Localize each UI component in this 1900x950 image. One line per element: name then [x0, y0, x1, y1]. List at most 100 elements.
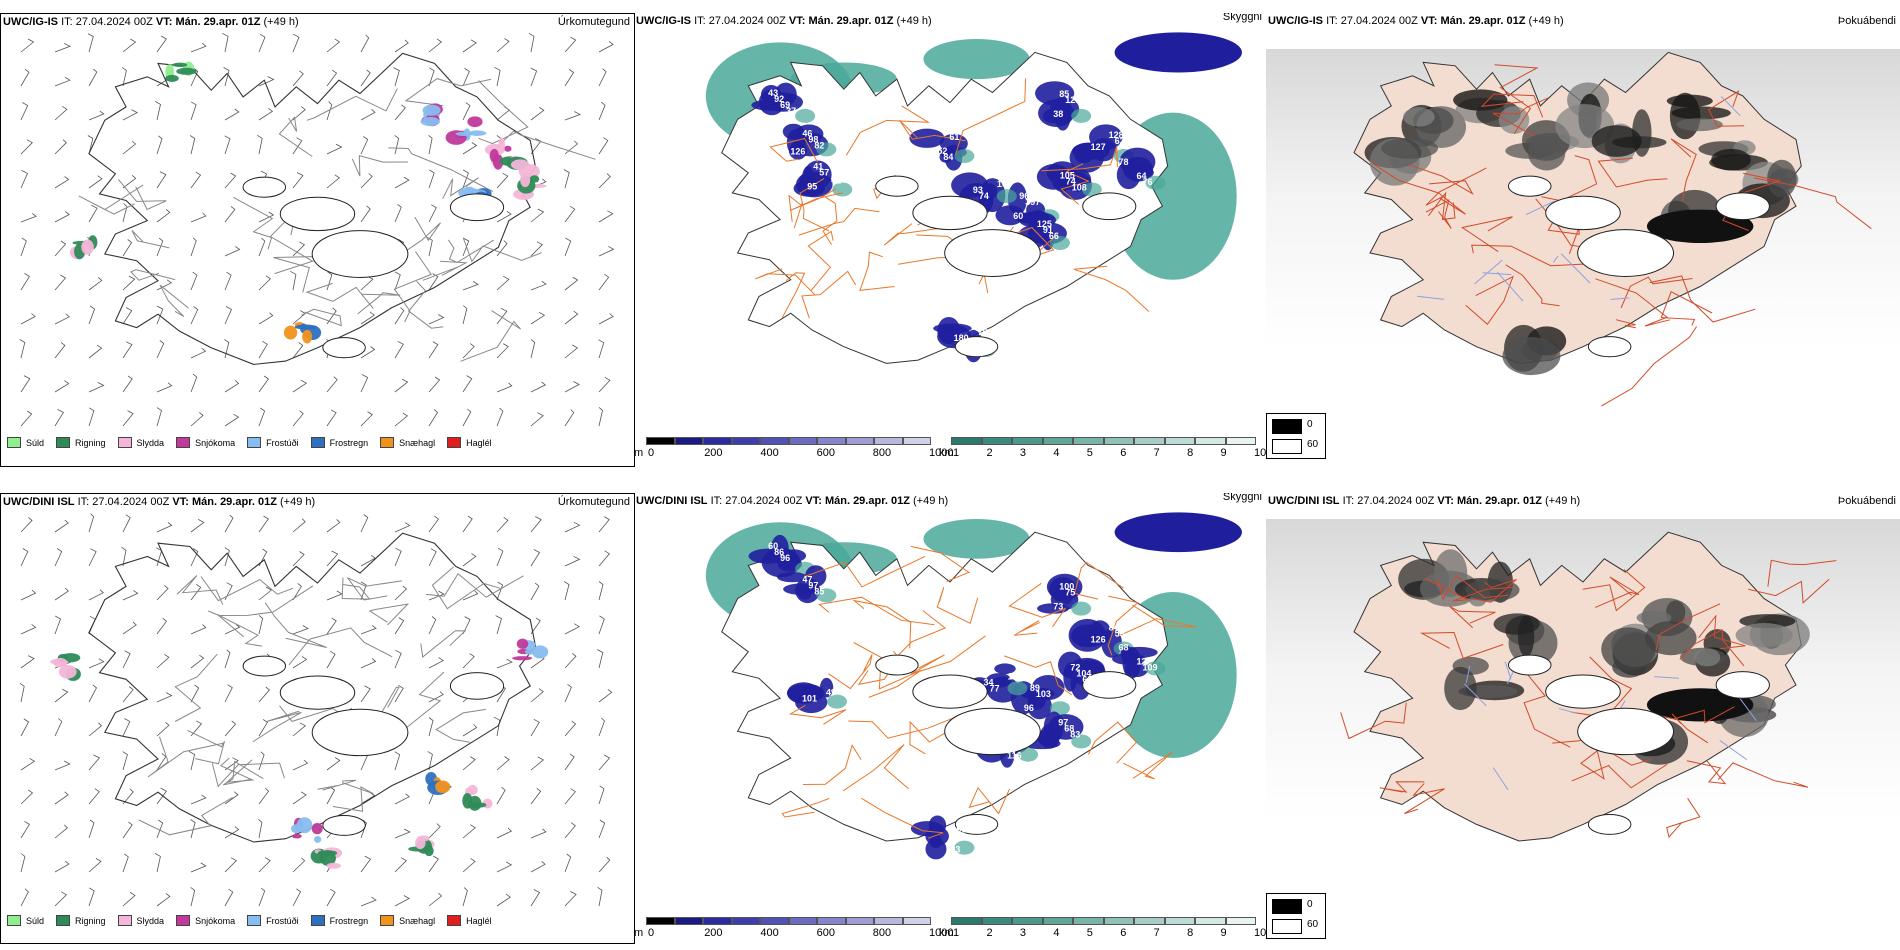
wind-barb	[156, 35, 167, 53]
road	[1541, 155, 1598, 202]
low-vis-area	[1114, 512, 1242, 553]
visibility-label: 105	[1060, 171, 1075, 181]
legend-label: Snæhagl	[399, 437, 436, 448]
wind-barb	[88, 305, 96, 325]
road	[1494, 64, 1539, 134]
wind-barb	[326, 757, 341, 771]
road	[1087, 721, 1138, 764]
wind-barb	[20, 237, 27, 257]
field-title: Skyggni	[1222, 493, 1262, 503]
colorbar-tick: 2	[986, 927, 993, 939]
wind-barb	[496, 581, 504, 601]
low-vis-cell	[1063, 662, 1078, 692]
wind-barb	[88, 658, 105, 669]
wind-barb	[394, 649, 402, 669]
road	[1425, 167, 1487, 206]
wind-barb	[292, 583, 302, 601]
road	[404, 78, 492, 107]
wind-barb	[224, 826, 240, 839]
mid-vis-cell	[1007, 681, 1028, 696]
wind-barb	[20, 888, 29, 907]
colorbar-segment	[731, 917, 760, 925]
glacier	[311, 230, 409, 278]
road	[853, 610, 947, 664]
wind-barb	[258, 686, 270, 703]
wind-barb	[564, 753, 575, 771]
wind-barb	[224, 108, 240, 121]
visibility-label: 91	[1043, 225, 1053, 235]
wind-barb	[20, 375, 31, 393]
wind-barb	[122, 718, 131, 737]
panel-header: UWC/IG-IS IT: 27.04.2024 00Z VT: Mán. 29…	[634, 13, 1266, 29]
colorbar-segment	[1134, 917, 1165, 925]
wind-barb	[87, 33, 94, 53]
colorbar-tick: 200	[704, 927, 723, 939]
wind-barb	[122, 239, 133, 257]
visibility-label: 95	[807, 182, 817, 192]
precip-cell	[81, 239, 94, 255]
wind-barb	[122, 514, 131, 533]
road	[868, 668, 922, 698]
road	[138, 796, 233, 836]
wind-barb	[326, 590, 343, 601]
legend-label: Haglél	[466, 915, 492, 926]
visibility-label: 89	[1030, 683, 1040, 693]
wind-barb	[54, 139, 67, 155]
road	[301, 308, 342, 327]
wind-barb	[326, 101, 333, 121]
wind-barb	[258, 211, 275, 223]
wind-barb	[462, 68, 470, 87]
colorbar-segment	[817, 437, 846, 445]
legend-item: Haglél	[447, 915, 492, 926]
precip-blobs	[69, 61, 547, 344]
legend-label: Snjókoma	[195, 437, 236, 448]
road	[1461, 216, 1513, 253]
colorbar-segment	[1195, 437, 1226, 445]
road	[233, 196, 274, 250]
wind-barb	[394, 684, 404, 703]
wind-barb	[360, 658, 377, 669]
wind-barb	[88, 204, 98, 223]
wind-barb	[188, 751, 196, 771]
visibility-label: 12	[1137, 656, 1147, 666]
wind-barb	[190, 212, 207, 223]
fog-label-high: 0	[1307, 419, 1313, 430]
road	[955, 78, 1027, 155]
wind-barbs	[19, 513, 613, 907]
fog-label-low: 60	[1307, 439, 1319, 450]
road	[852, 599, 912, 649]
legend-label: Rigning	[75, 437, 106, 448]
precip-cell	[417, 835, 430, 842]
road	[130, 269, 176, 281]
road	[288, 627, 393, 666]
road	[368, 603, 410, 626]
wind-barb	[54, 688, 69, 703]
road	[264, 602, 327, 648]
panel-header: UWC/DINI ISL IT: 27.04.2024 00Z VT: Mán.…	[634, 493, 1266, 509]
glacier-outlines	[1507, 175, 1770, 358]
road	[1595, 278, 1671, 327]
colorbar-tick: 800	[872, 447, 892, 459]
colorbar-tick: 200	[704, 447, 723, 459]
wind-barb	[190, 794, 207, 805]
wind-barb	[87, 135, 94, 155]
wind-barb	[394, 751, 401, 771]
wind-barb	[564, 555, 581, 567]
wind-barb	[224, 135, 231, 155]
legend-swatch	[56, 437, 71, 448]
wind-barb	[496, 547, 504, 567]
road	[462, 237, 542, 263]
legend-label: Frostregn	[329, 437, 369, 448]
colorbar-segment	[646, 437, 675, 445]
road	[781, 797, 830, 818]
wind-barb	[496, 786, 506, 805]
wind-barb	[564, 521, 581, 533]
road	[789, 188, 844, 212]
road	[909, 718, 970, 755]
road	[807, 230, 834, 292]
low-vis-cell	[782, 549, 807, 562]
wind-barb	[530, 516, 542, 533]
wind-barb	[496, 658, 513, 669]
road	[1523, 672, 1571, 748]
visibility-label: 127	[1091, 142, 1106, 152]
